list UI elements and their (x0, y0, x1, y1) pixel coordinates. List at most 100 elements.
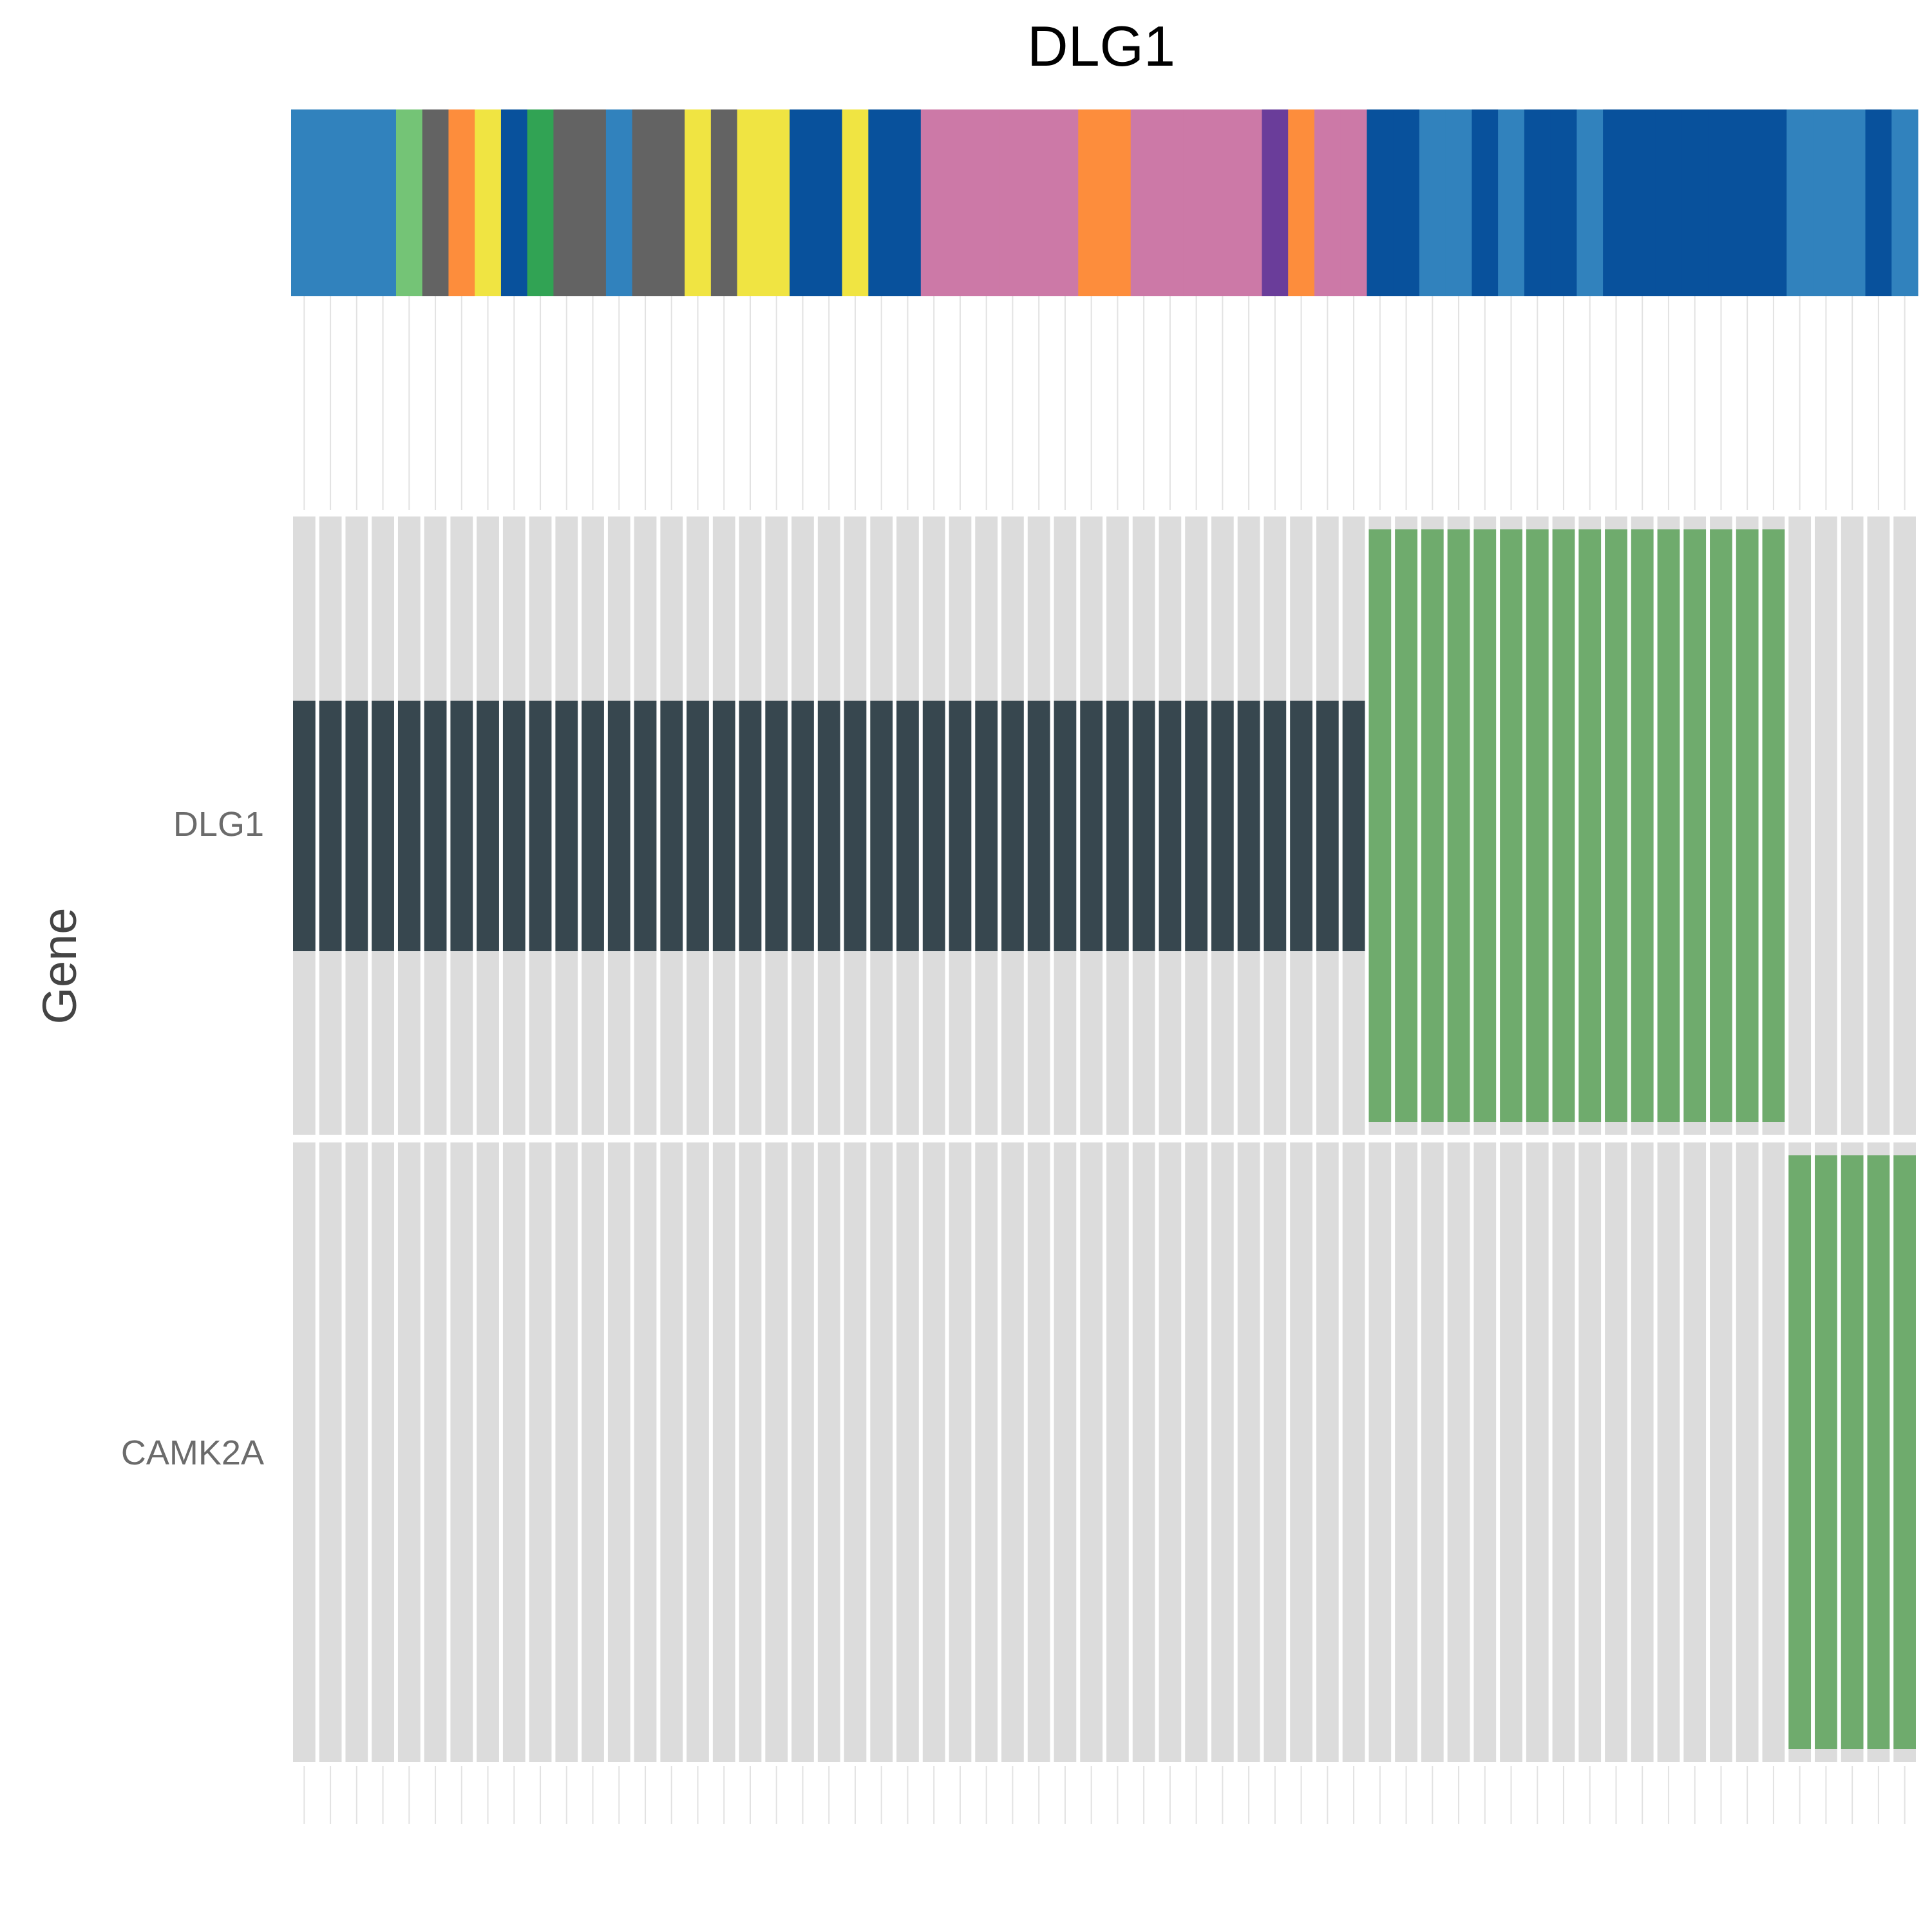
annotation-cell (1865, 109, 1892, 296)
annotation-cell (895, 109, 922, 296)
annotation-cell (920, 109, 948, 296)
alteration-tile (1500, 529, 1522, 1122)
background-tile (293, 1142, 316, 1762)
annotation-cell (1157, 109, 1184, 296)
background-tile (582, 1142, 604, 1762)
inframe-alteration-tile (1159, 701, 1182, 951)
alteration-tile (1631, 529, 1654, 1122)
annotation-cell (685, 109, 712, 296)
background-tile (660, 1142, 683, 1762)
background-tile (345, 1142, 368, 1762)
background-tile (1290, 1142, 1312, 1762)
background-tile (687, 1142, 709, 1762)
inframe-alteration-tile (949, 701, 972, 951)
background-tile (555, 1142, 578, 1762)
background-tile (739, 1142, 762, 1762)
annotation-cell (475, 109, 502, 296)
background-tile (1421, 1142, 1444, 1762)
annotation-cell (658, 109, 685, 296)
background-tile (1106, 1142, 1129, 1762)
annotation-cell (999, 109, 1027, 296)
alteration-tile (1683, 529, 1707, 1122)
inframe-alteration-tile (1106, 701, 1129, 951)
inframe-alteration-tile (739, 701, 762, 951)
background-tile (450, 1142, 473, 1762)
annotation-cell (1367, 109, 1394, 296)
background-tile (1710, 1142, 1732, 1762)
annotation-cell (1577, 109, 1604, 296)
background-tile (1736, 1142, 1759, 1762)
background-tile (1342, 1142, 1365, 1762)
background-tile (1080, 1142, 1103, 1762)
inframe-alteration-tile (634, 701, 657, 951)
alteration-tile (1552, 529, 1575, 1122)
annotation-cell (527, 109, 554, 296)
background-tile (1264, 1142, 1287, 1762)
inframe-alteration-tile (1027, 701, 1050, 951)
background-tile (424, 1142, 447, 1762)
annotation-cell (1393, 109, 1420, 296)
inframe-alteration-tile (1185, 701, 1208, 951)
alteration-tile (1736, 529, 1759, 1122)
annotation-cell (868, 109, 895, 296)
background-tile (922, 1142, 945, 1762)
annotation-cell (343, 109, 370, 296)
alteration-tile (1657, 529, 1680, 1122)
background-tile (1211, 1142, 1234, 1762)
inframe-alteration-tile (870, 701, 893, 951)
background-tile (319, 1142, 342, 1762)
alteration-tile (1447, 529, 1470, 1122)
annotation-cell (1734, 109, 1761, 296)
inframe-alteration-tile (660, 701, 683, 951)
annotation-cell (1839, 109, 1866, 296)
background-tile (1788, 516, 1812, 1135)
annotation-cell (1524, 109, 1551, 296)
annotation-cell (1891, 109, 1918, 296)
annotation-cell (1052, 109, 1079, 296)
chart-title: DLG1 (1027, 14, 1175, 78)
annotation-cell (1813, 109, 1840, 296)
alteration-tile (1421, 529, 1444, 1122)
background-tile (896, 1142, 919, 1762)
inframe-alteration-tile (502, 701, 526, 951)
annotation-cell (448, 109, 475, 296)
background-tile (1368, 1142, 1392, 1762)
inframe-alteration-tile (844, 701, 867, 951)
annotation-cell (815, 109, 843, 296)
background-tile (1526, 1142, 1549, 1762)
background-tile (1473, 1142, 1497, 1762)
background-tile (1867, 516, 1890, 1135)
annotation-cell (1025, 109, 1053, 296)
background-tile (1893, 516, 1916, 1135)
background-tile (1132, 1142, 1155, 1762)
inframe-alteration-tile (817, 701, 840, 951)
background-tile (1815, 516, 1837, 1135)
inframe-alteration-tile (1237, 701, 1260, 951)
alteration-tile (1578, 529, 1602, 1122)
alteration-tile (1368, 529, 1392, 1122)
alteration-tile (1815, 1155, 1837, 1749)
gene-tiles (293, 516, 1916, 1762)
inframe-alteration-tile (477, 701, 499, 951)
gene-label-camk2a: CAMK2A (121, 1434, 264, 1472)
annotation-cell (1655, 109, 1682, 296)
inframe-alteration-tile (712, 701, 735, 951)
alteration-tile (1473, 529, 1497, 1122)
background-tile (712, 1142, 735, 1762)
annotation-track (291, 109, 1918, 296)
annotation-cell (1104, 109, 1132, 296)
inframe-alteration-tile (1054, 701, 1077, 951)
annotation-cell (395, 109, 423, 296)
inframe-alteration-tile (293, 701, 316, 951)
inframe-alteration-tile (922, 701, 945, 951)
inframe-alteration-tile (450, 701, 473, 951)
annotation-cell (790, 109, 817, 296)
background-tile (1500, 1142, 1522, 1762)
annotation-cell (763, 109, 790, 296)
inframe-alteration-tile (791, 701, 814, 951)
annotation-cell (1314, 109, 1341, 296)
background-tile (1054, 1142, 1077, 1762)
background-tile (1237, 1142, 1260, 1762)
background-tile (502, 1142, 526, 1762)
